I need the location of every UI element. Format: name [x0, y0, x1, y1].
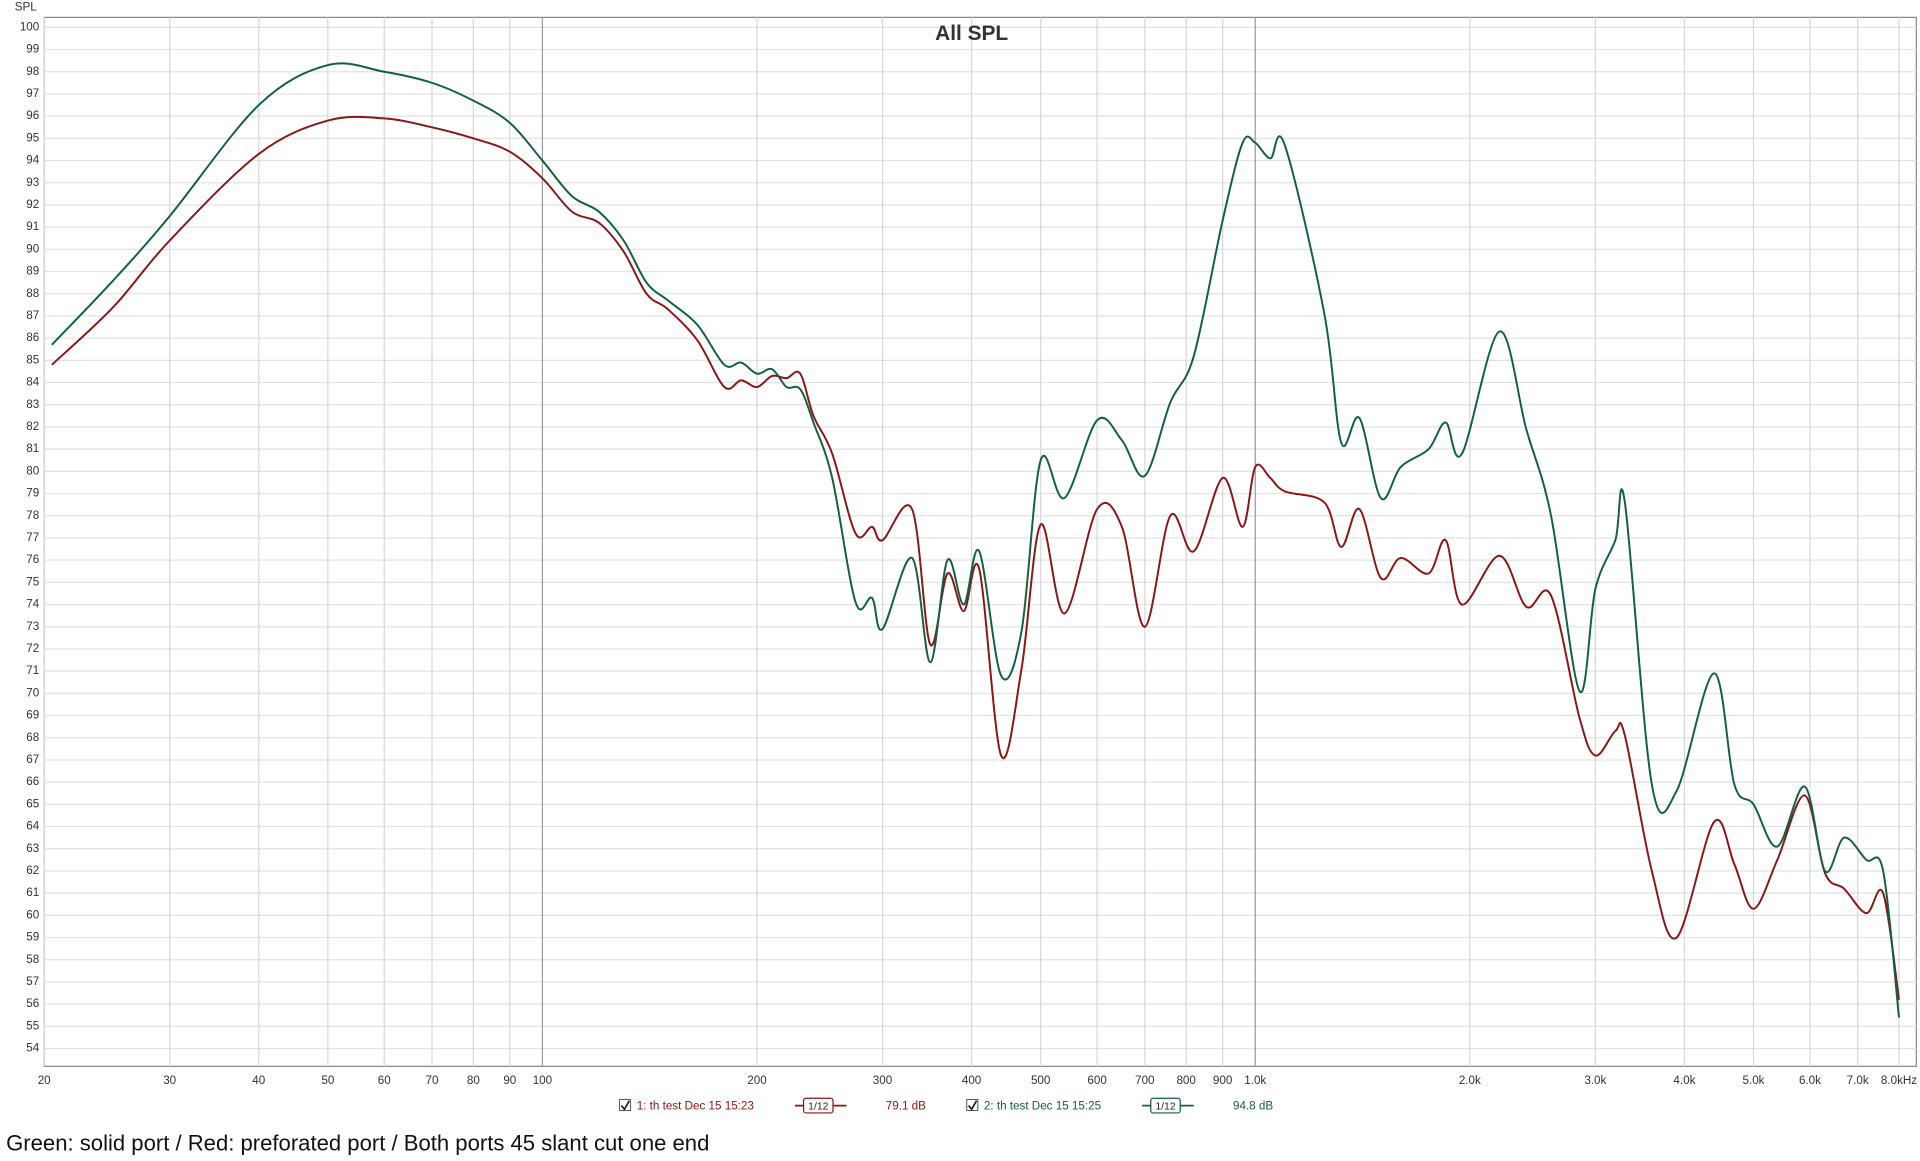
- y-tick-label: 97: [26, 87, 39, 100]
- x-tick-label: 50: [321, 1074, 334, 1087]
- y-tick-label: 64: [26, 820, 39, 833]
- caption: Green: solid port / Red: preforated port…: [6, 1131, 709, 1156]
- y-tick-label: 93: [26, 176, 39, 189]
- y-axis-label: SPL: [15, 1, 38, 14]
- y-tick-label: 74: [26, 598, 39, 611]
- y-tick-label: 85: [26, 353, 39, 366]
- y-tick-label: 98: [26, 65, 39, 78]
- y-tick-label: 94: [26, 154, 39, 167]
- y-tick-label: 66: [26, 775, 39, 788]
- y-tick-label: 71: [26, 664, 39, 677]
- y-tick-label: 75: [26, 575, 39, 588]
- x-tick-label: 800: [1176, 1074, 1196, 1087]
- y-tick-label: 78: [26, 509, 39, 522]
- legend-checkbox[interactable]: [966, 1098, 979, 1111]
- x-tick-label: 700: [1135, 1074, 1155, 1087]
- legend-label: 2: th test Dec 15 15:25: [984, 1099, 1101, 1112]
- y-tick-label: 54: [26, 1042, 39, 1055]
- x-tick-label: 4.0k: [1673, 1074, 1695, 1087]
- legend-level: 79.1 dB: [886, 1099, 926, 1112]
- x-tick-label: 60: [378, 1074, 391, 1087]
- y-tick-label: 57: [26, 975, 39, 988]
- y-tick-label: 79: [26, 487, 39, 500]
- y-tick-label: 67: [26, 753, 39, 766]
- y-tick-label: 88: [26, 287, 39, 300]
- y-tick-label: 69: [26, 709, 39, 722]
- x-tick-label: 400: [962, 1074, 982, 1087]
- legend-checkbox[interactable]: [619, 1098, 632, 1111]
- y-tick-label: 61: [26, 886, 39, 899]
- series-line: [51, 115, 1900, 1000]
- y-tick-label: 86: [26, 331, 39, 344]
- y-tick-label: 77: [26, 531, 39, 544]
- x-tick-label: 8.0kHz: [1881, 1074, 1917, 1087]
- y-tick-label: 92: [26, 198, 39, 211]
- y-tick-label: 63: [26, 842, 39, 855]
- y-tick-label: 90: [26, 242, 39, 255]
- x-tick-label: 5.0k: [1742, 1074, 1764, 1087]
- x-tick-label: 900: [1213, 1074, 1233, 1087]
- y-tick-label: 68: [26, 731, 39, 744]
- legend-check: [620, 1100, 631, 1111]
- x-tick-label: 30: [163, 1074, 176, 1087]
- y-tick-label: 60: [26, 908, 39, 921]
- y-tick-label: 84: [26, 376, 39, 389]
- y-tick-label: 70: [26, 686, 39, 699]
- y-tick-label: 62: [26, 864, 39, 877]
- y-tick-label: 87: [26, 309, 39, 322]
- legend-smoothing-box: [1150, 1097, 1181, 1114]
- x-tick-label: 1.0k: [1244, 1074, 1266, 1087]
- x-tick-label: 90: [503, 1074, 516, 1087]
- y-tick-label: 59: [26, 931, 39, 944]
- x-tick-label: 6.0k: [1799, 1074, 1821, 1087]
- y-tick-label: 73: [26, 620, 39, 633]
- y-tick-label: 100: [20, 20, 40, 33]
- y-tick-label: 72: [26, 642, 39, 655]
- y-tick-label: 58: [26, 953, 39, 966]
- y-tick-label: 83: [26, 398, 39, 411]
- legend-check: [967, 1100, 978, 1111]
- x-tick-label: 2.0k: [1459, 1074, 1481, 1087]
- y-tick-label: 80: [26, 464, 39, 477]
- legend-label: 1: th test Dec 15 15:23: [637, 1099, 754, 1112]
- legend-smoothing: 1/12: [808, 1102, 828, 1113]
- x-tick-label: 200: [747, 1074, 767, 1087]
- legend-smoothing-box: [802, 1097, 834, 1114]
- y-tick-label: 96: [26, 109, 39, 122]
- y-tick-label: 95: [26, 131, 39, 144]
- legend-smoothing: 1/12: [1155, 1102, 1175, 1113]
- legend-level: 94.8 dB: [1233, 1099, 1273, 1112]
- x-tick-label: 300: [873, 1074, 893, 1087]
- x-tick-label: 80: [467, 1074, 480, 1087]
- y-tick-label: 56: [26, 997, 39, 1010]
- x-tick-label: 600: [1087, 1074, 1107, 1087]
- y-tick-label: 91: [26, 220, 39, 233]
- series-line: [51, 62, 1900, 1018]
- x-tick-label: 7.0k: [1847, 1074, 1869, 1087]
- x-tick-label: 3.0k: [1584, 1074, 1606, 1087]
- y-tick-label: 89: [26, 265, 39, 278]
- chart-title: All SPL: [935, 22, 1008, 45]
- x-tick-label: 20: [38, 1074, 51, 1087]
- y-tick-label: 99: [26, 43, 39, 56]
- y-tick-label: 55: [26, 1019, 39, 1032]
- x-tick-label: 100: [533, 1074, 553, 1087]
- x-tick-label: 500: [1031, 1074, 1051, 1087]
- x-tick-label: 70: [426, 1074, 439, 1087]
- y-tick-label: 76: [26, 553, 39, 566]
- y-tick-label: 65: [26, 797, 39, 810]
- x-tick-label: 40: [252, 1074, 265, 1087]
- y-tick-label: 81: [26, 442, 39, 455]
- y-tick-label: 82: [26, 420, 39, 433]
- plot-area: [43, 16, 1917, 1067]
